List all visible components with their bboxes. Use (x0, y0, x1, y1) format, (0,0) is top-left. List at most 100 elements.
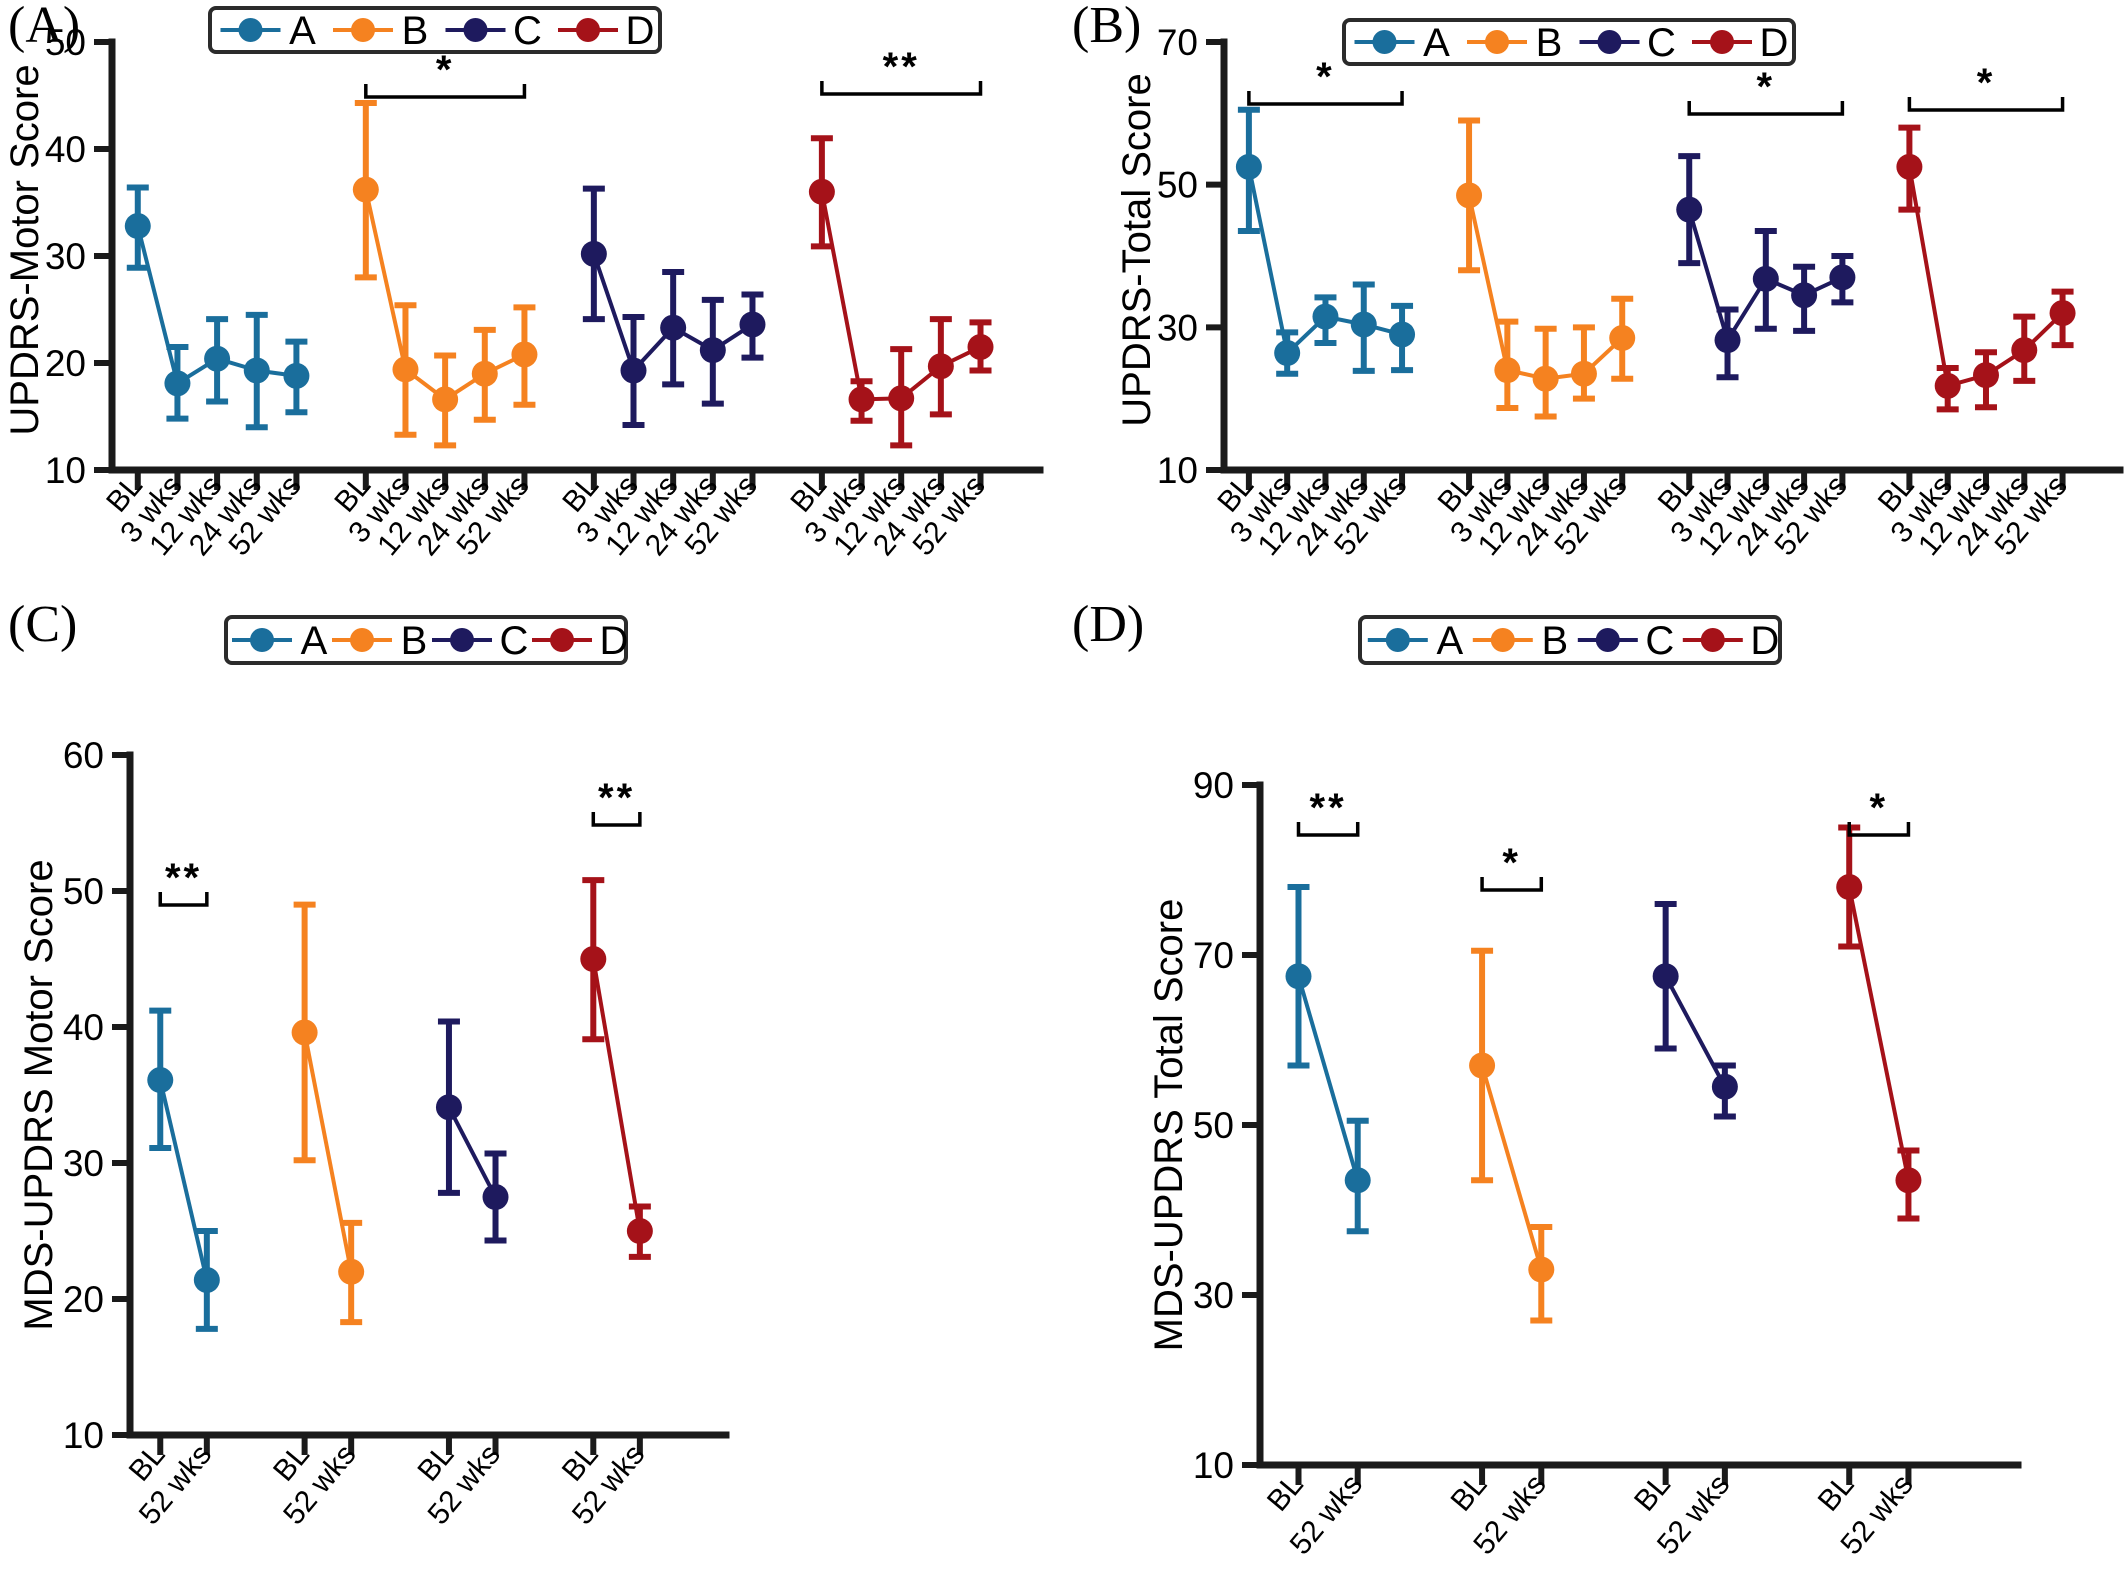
data-point (338, 1258, 365, 1285)
data-point (1752, 265, 1779, 292)
series-line (1480, 1064, 1544, 1271)
data-point (124, 213, 151, 240)
y-tick-label: 10 (1157, 450, 1198, 491)
legend-marker-A (238, 18, 263, 42)
y-tick-label: 10 (63, 1415, 104, 1456)
legend: A B C D (208, 6, 662, 54)
data-point (580, 240, 607, 267)
data-point (1934, 372, 1961, 399)
y-tick-label: 50 (45, 22, 86, 63)
legend-marker-B (351, 18, 375, 42)
panel-a-label: (A) (8, 0, 81, 54)
x-tick-label: BL (1261, 1468, 1310, 1517)
significance-star: ** (598, 776, 635, 820)
legend-marker-C (463, 18, 488, 42)
series-A (1235, 106, 1416, 377)
data-point (1972, 362, 1999, 389)
y-tick-label: 30 (1157, 307, 1198, 348)
series-B (1456, 117, 1636, 420)
legend-label-D: D (626, 9, 655, 53)
y-axis-title: UPDRS-Motor Score (3, 64, 47, 435)
data-point (1609, 325, 1636, 352)
significance-bracket (591, 812, 642, 827)
series-D (1836, 824, 1922, 1222)
y-axis-title: UPDRS-Total Score (1115, 73, 1159, 426)
legend-label-B: B (401, 619, 428, 663)
legend-label-D: D (600, 619, 629, 663)
y-axis-title: MDS-UPDRS Motor Score (17, 859, 61, 1330)
data-point (1896, 153, 1923, 180)
significance-bracket (1480, 877, 1544, 892)
legend-marker-A (1372, 30, 1397, 54)
y-axis: 10 30 50 70 90 (1193, 765, 1264, 1486)
legend-marker-D (1700, 628, 1725, 652)
data-point (1469, 1052, 1496, 1079)
series-line (158, 1079, 209, 1281)
significance-star: * (436, 48, 455, 92)
data-point (1829, 264, 1856, 291)
legend-marker-C (450, 628, 474, 652)
data-point (967, 333, 994, 360)
series-line (447, 1106, 498, 1198)
significance-bracket (1687, 101, 1845, 116)
legend: A B C D (1342, 18, 1796, 66)
legend-label-D: D (1750, 619, 1779, 663)
legend-label-B: B (1536, 21, 1563, 65)
panel-c-label: (C) (8, 596, 78, 653)
series-line (302, 1032, 354, 1273)
legend-label-A: A (1423, 21, 1450, 65)
data-point (1344, 1167, 1371, 1194)
significance-annotations: * * * (1247, 55, 2065, 116)
data-point (2049, 300, 2076, 327)
significance-star: ** (165, 856, 202, 900)
series-line (1663, 975, 1727, 1088)
series-D (808, 135, 994, 449)
y-tick-label: 40 (45, 129, 86, 170)
data-point (1836, 874, 1863, 900)
y-tick-label: 20 (45, 343, 86, 384)
significance-bracket (1907, 97, 2065, 112)
significance-star: * (1757, 65, 1776, 109)
series-A (147, 1007, 220, 1332)
data-point (1350, 311, 1377, 338)
data-point (1532, 365, 1559, 392)
y-axis-title: MDS-UPDRS Total Score (1147, 899, 1191, 1352)
significance-annotations: ** ** (158, 776, 642, 907)
data-point (1235, 153, 1262, 180)
data-point (471, 360, 498, 387)
y-tick-label: 10 (45, 450, 86, 491)
y-tick-label: 50 (1157, 165, 1198, 206)
series-A (1285, 884, 1371, 1235)
data-point (699, 337, 726, 364)
data-point (432, 386, 459, 413)
legend-label-C: C (1645, 619, 1674, 663)
significance-bracket (364, 84, 527, 99)
legend-box (1358, 615, 1782, 665)
y-tick-label: 60 (63, 735, 104, 776)
significance-star: * (1870, 786, 1889, 830)
data-point (1791, 282, 1818, 309)
y-tick-label: 30 (1193, 1275, 1234, 1316)
significance-star: * (1502, 841, 1521, 885)
data-point (580, 946, 607, 972)
legend-marker-B (350, 628, 374, 652)
legend-marker-D (576, 18, 600, 42)
significance-bracket (158, 892, 209, 907)
data-point (1274, 340, 1301, 367)
y-tick-label: 50 (63, 871, 104, 912)
x-tick-label: BL (1812, 1468, 1861, 1517)
y-tick-label: 90 (1193, 765, 1234, 806)
legend-box (1342, 18, 1796, 66)
panel-b: (B) 10 30 50 70 BL 3 wks 12 wks 24 wks 52 wks BL 3… (1064, 0, 2128, 600)
series-line (591, 958, 642, 1232)
data-point (204, 345, 231, 372)
y-tick-label: 40 (63, 1007, 104, 1048)
data-point (291, 1019, 318, 1046)
